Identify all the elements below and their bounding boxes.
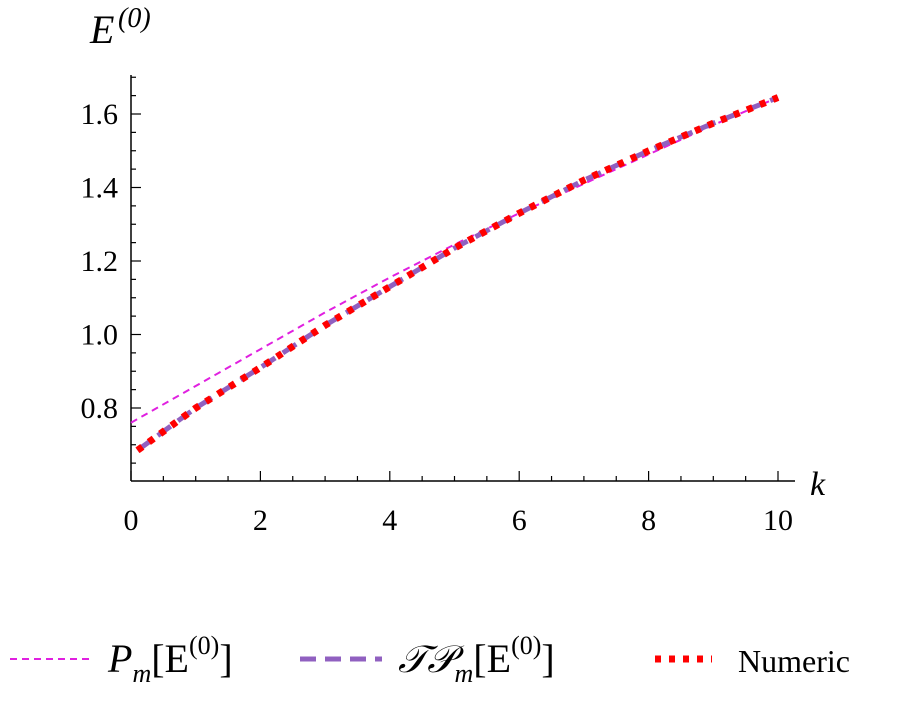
y-tick-label: 1.0 <box>81 319 119 352</box>
legend: Pm[E(0)] 𝒯𝒫m[E(0)] Numeric <box>10 631 850 688</box>
x-tick-label: 10 <box>763 504 793 537</box>
x-tick-label: 2 <box>253 504 268 537</box>
y-axis-label: E <box>89 7 114 52</box>
x-tick-label: 8 <box>641 504 656 537</box>
y-tick-label: 1.2 <box>81 245 119 278</box>
legend-label-pm: Pm[E(0)] <box>107 631 233 688</box>
series-line-0 <box>130 96 779 424</box>
ticks: 0 2 4 6 8 10 0.8 1.0 1.2 1.4 1.6 <box>81 76 793 537</box>
axes <box>130 75 795 482</box>
x-tick-label: 4 <box>382 504 397 537</box>
series-group <box>130 94 780 454</box>
legend-label-tpm: 𝒯𝒫m[E(0)] <box>398 631 555 688</box>
y-tick-label: 1.6 <box>81 98 119 131</box>
y-axis-label-superscript: (0) <box>118 3 151 34</box>
y-tick-label: 1.4 <box>81 172 119 205</box>
x-tick-label: 0 <box>124 504 139 537</box>
y-tick-label: 0.8 <box>81 392 119 425</box>
series-line-1 <box>136 95 779 453</box>
legend-label-numeric: Numeric <box>738 643 850 679</box>
series-line-2 <box>135 94 780 454</box>
x-axis-label: k <box>810 466 826 503</box>
x-tick-label: 6 <box>512 504 527 537</box>
